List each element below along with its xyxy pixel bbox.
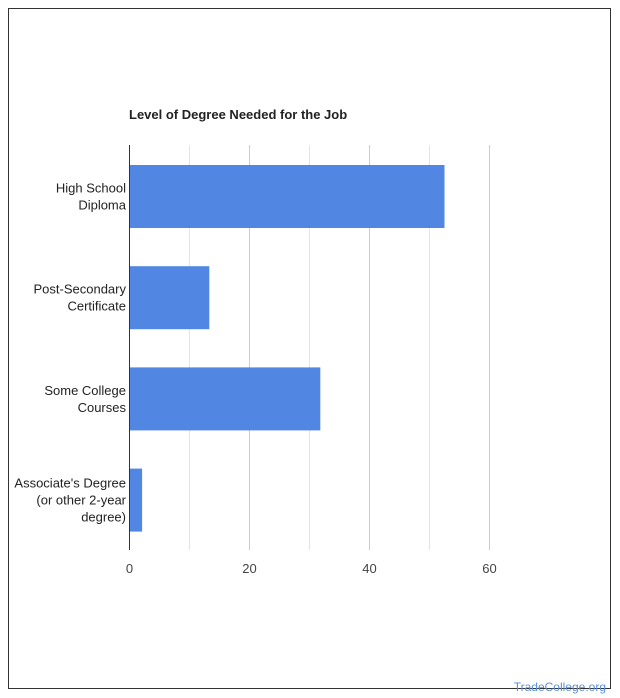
- bar: [129, 266, 210, 330]
- watermark-link[interactable]: TradeCollege.org: [513, 680, 606, 694]
- x-tick-label: 0: [126, 561, 133, 576]
- category-label: Some College: [44, 383, 126, 398]
- category-label: Certificate: [67, 299, 126, 314]
- category-label: Post-Secondary: [34, 282, 127, 297]
- x-tick-label: 40: [362, 561, 376, 576]
- bar: [129, 468, 143, 532]
- x-tick-label: 20: [242, 561, 256, 576]
- category-label: degree): [81, 510, 126, 525]
- x-tick-label: 60: [482, 561, 496, 576]
- chart-title: Level of Degree Needed for the Job: [129, 107, 348, 122]
- bar: [129, 165, 445, 228]
- category-label: High School: [56, 181, 126, 196]
- category-label: Courses: [78, 400, 127, 415]
- category-label: Associate's Degree: [14, 476, 126, 491]
- bar: [129, 367, 321, 431]
- category-label: (or other 2-year: [36, 493, 126, 508]
- category-label: Diploma: [78, 198, 126, 213]
